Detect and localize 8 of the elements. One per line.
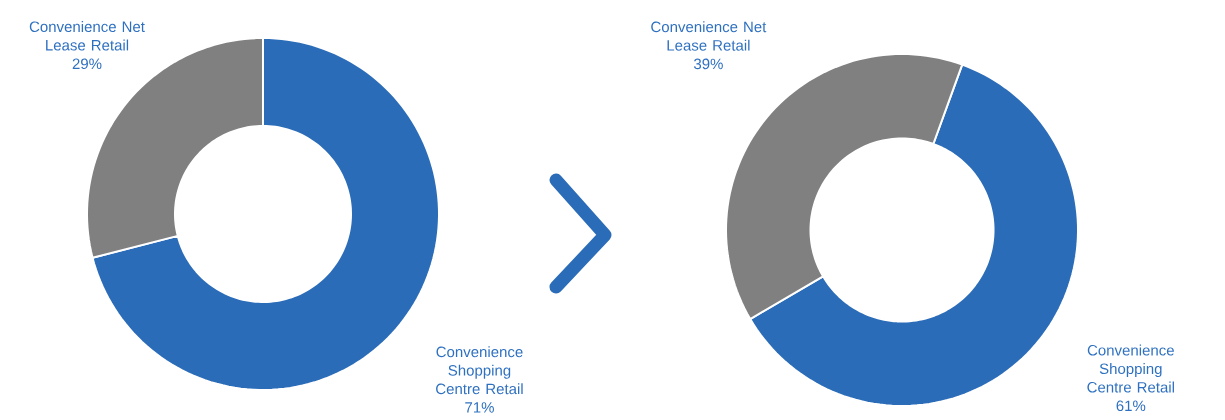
slice-label: Convenience Net Lease Retail xyxy=(651,21,767,51)
data-label: 61% xyxy=(1116,400,1146,412)
slice-label: Convenience Net Lease Retail xyxy=(29,21,145,51)
slice-label: Convenience Shopping Centre Retail xyxy=(1087,344,1174,393)
data-label: 39% xyxy=(693,58,723,70)
data-label: 29% xyxy=(72,58,102,70)
slice-label: Convenience Shopping Centre Retail xyxy=(436,346,523,395)
data-label: 71% xyxy=(465,402,494,413)
